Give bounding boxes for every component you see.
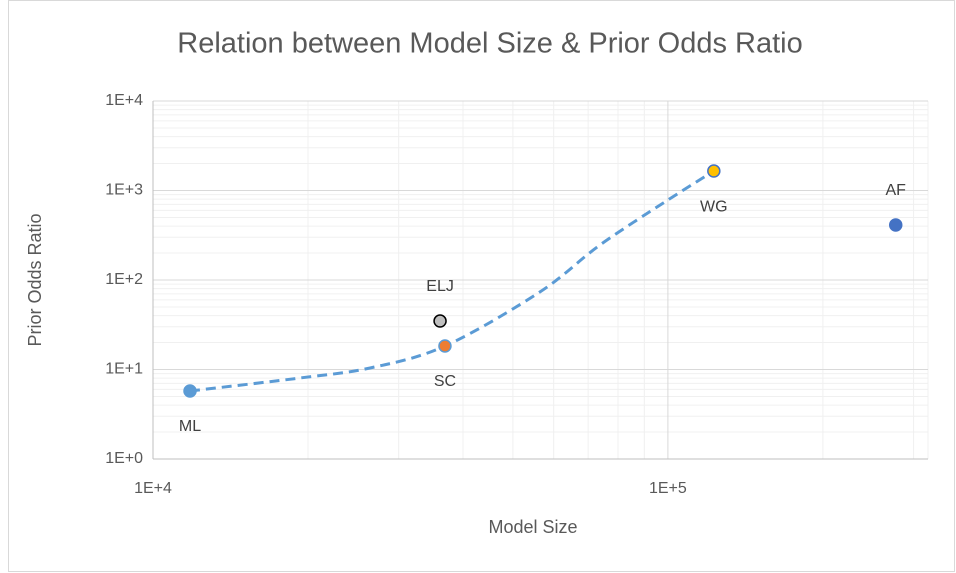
y-tick-label: 1E+2 (105, 271, 143, 288)
point (433, 314, 447, 328)
chart-border (8, 0, 955, 572)
x-axis-label: Model Size (488, 517, 577, 537)
y-tick-label: 1E+1 (105, 361, 143, 378)
point-label: SC (434, 373, 456, 390)
point (183, 384, 197, 398)
point (707, 164, 721, 178)
point (888, 218, 903, 232)
chart-title: Relation between Model Size & Prior Odds… (177, 28, 802, 60)
y-axis-label: Prior Odds Ratio (25, 213, 45, 346)
point (438, 339, 452, 353)
y-tick-label: 1E+0 (105, 450, 143, 467)
y-tick-label: 1E+4 (105, 92, 143, 109)
point-label: ELJ (426, 278, 454, 295)
y-tick-label: 1E+3 (105, 182, 143, 199)
point-label: WG (700, 198, 728, 215)
point-label: AF (886, 182, 907, 199)
point-label: ML (179, 418, 201, 435)
x-tick-label: 1E+5 (649, 480, 687, 497)
x-tick-label: 1E+4 (134, 480, 172, 497)
